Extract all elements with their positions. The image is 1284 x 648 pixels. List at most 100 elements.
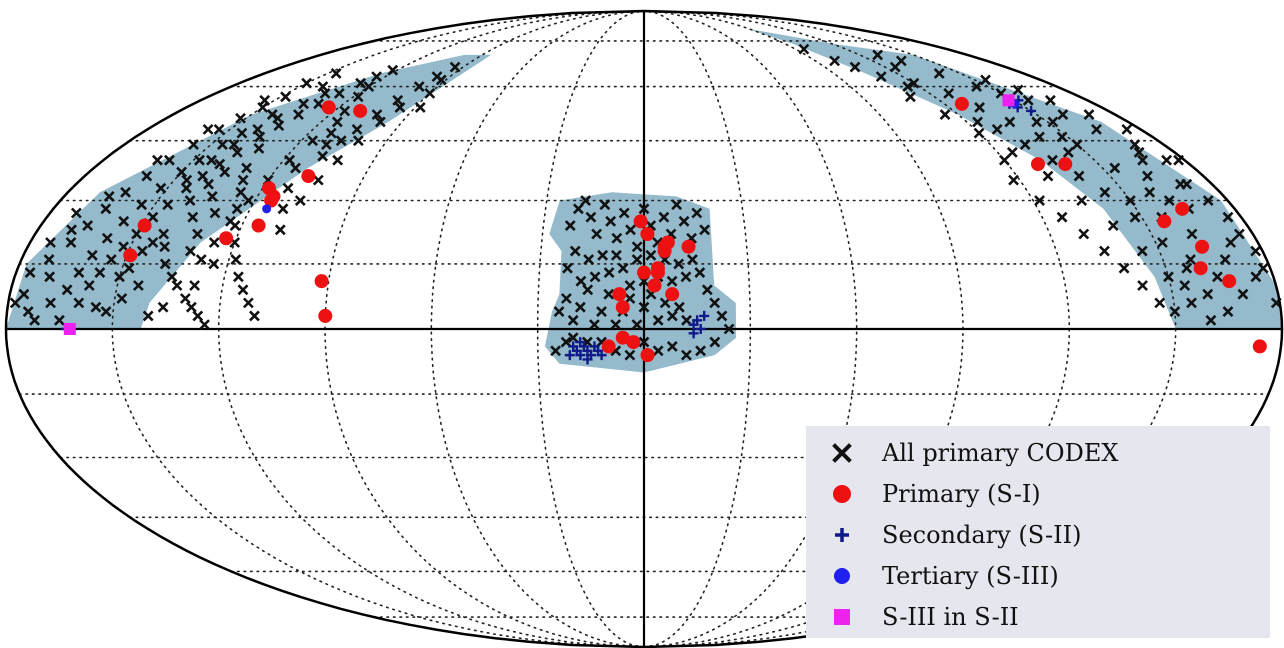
- all-primary-point: [195, 254, 207, 266]
- all-primary-point: [567, 332, 579, 344]
- all-primary-point: [908, 77, 920, 89]
- legend-label: Secondary (S-II): [882, 520, 1082, 549]
- all-primary-point: [61, 284, 73, 296]
- all-primary-point: [1136, 245, 1148, 257]
- all-primary-point: [387, 64, 399, 76]
- all-primary-point: [1044, 94, 1056, 106]
- all-primary-markers: [9, 43, 1282, 361]
- all-primary-point: [699, 224, 711, 236]
- all-primary-point: [580, 195, 592, 206]
- primary-point: [1175, 201, 1190, 216]
- all-primary-point: [184, 195, 196, 206]
- all-primary-point: [701, 284, 713, 296]
- all-primary-point: [1071, 139, 1083, 150]
- all-primary-point: [1099, 245, 1110, 257]
- secondary-point: [695, 324, 706, 334]
- all-primary-point: [617, 262, 629, 274]
- all-primary-point: [1129, 211, 1141, 223]
- primary-point: [633, 214, 648, 229]
- all-primary-point: [1137, 154, 1148, 166]
- primary-point: [660, 235, 675, 250]
- all-primary-point: [185, 301, 197, 313]
- all-primary-point: [687, 254, 698, 266]
- all-primary-point: [1034, 195, 1045, 206]
- all-primary-point: [152, 154, 163, 166]
- all-primary-point: [73, 267, 85, 278]
- all-primary-point: [589, 271, 601, 283]
- all-primary-point: [171, 280, 183, 291]
- all-primary-point: [638, 336, 650, 348]
- all-primary-point: [237, 174, 249, 186]
- all-primary-point: [141, 170, 153, 182]
- all-primary-point: [9, 297, 21, 309]
- primary-point: [647, 278, 662, 293]
- all-primary-point: [585, 211, 597, 223]
- all-primary-point: [709, 336, 721, 348]
- all-primary-point: [259, 94, 271, 106]
- all-primary-point: [603, 288, 615, 300]
- legend-item-secondary: Secondary (S-II): [806, 514, 1270, 555]
- all-primary-point: [1225, 237, 1237, 248]
- all-primary-point: [331, 116, 343, 128]
- all-primary-point: [253, 143, 265, 154]
- all-primary-point: [209, 207, 221, 219]
- all-primary-point: [131, 228, 143, 240]
- map-axes: [6, 11, 1282, 647]
- all-primary-point: [24, 267, 36, 278]
- all-primary-point: [1129, 139, 1141, 150]
- secondary-point: [575, 350, 586, 361]
- all-primary-point: [895, 55, 907, 67]
- all-primary-point: [1250, 271, 1262, 283]
- all-primary-point: [829, 55, 841, 67]
- plus-marker-icon: [835, 527, 849, 542]
- all-primary-point: [564, 220, 576, 231]
- all-primary-point: [213, 123, 225, 135]
- all-primary-point: [290, 162, 301, 174]
- all-primary-point: [1121, 123, 1133, 135]
- all-primary-point: [335, 135, 347, 147]
- all-primary-point: [1137, 280, 1148, 291]
- all-primary-point: [325, 127, 337, 139]
- primary-point: [1195, 239, 1210, 254]
- primary-point: [681, 239, 696, 254]
- all-primary-point: [147, 211, 159, 223]
- all-primary-point: [206, 190, 218, 202]
- all-primary-point: [45, 297, 56, 309]
- all-primary-point: [723, 323, 735, 335]
- all-primary-point: [1222, 211, 1234, 223]
- all-primary-point: [603, 267, 615, 278]
- legend-item-s3-in-s2: S-III in S-II: [806, 596, 1270, 637]
- all-primary-point: [206, 154, 217, 166]
- all-primary-point: [44, 271, 56, 283]
- all-primary-point: [550, 345, 562, 357]
- primary-point: [264, 193, 279, 208]
- secondary-point: [575, 337, 586, 348]
- all-primary-point: [973, 127, 985, 139]
- all-primary-point: [902, 81, 914, 92]
- secondary-point: [564, 350, 575, 361]
- all-primary-point: [599, 199, 611, 211]
- blue-dot-marker-icon: [834, 567, 850, 584]
- all-primary-point: [355, 77, 367, 89]
- all-primary-point: [424, 87, 436, 99]
- all-primary-point: [320, 139, 332, 150]
- all-primary-point: [1076, 195, 1088, 206]
- all-primary-point: [229, 220, 241, 231]
- all-primary-point: [374, 116, 386, 128]
- all-primary-point: [284, 154, 296, 166]
- meridian-line: [643, 10, 858, 648]
- all-primary-point: [214, 158, 226, 170]
- all-primary-point: [618, 207, 630, 219]
- legend-item-primary: Primary (S-I): [806, 473, 1270, 514]
- all-primary-point: [371, 71, 383, 83]
- all-primary-point: [351, 123, 363, 135]
- tertiary-point: [262, 204, 272, 214]
- legend-item-all-primary: All primary CODEX: [806, 432, 1270, 473]
- all-primary-point: [199, 319, 210, 331]
- primary-point: [1193, 261, 1208, 276]
- all-primary-point: [645, 249, 657, 261]
- all-primary-point: [1008, 174, 1019, 186]
- all-primary-point: [991, 123, 1003, 135]
- all-primary-point: [164, 154, 175, 166]
- all-primary-point: [624, 280, 636, 291]
